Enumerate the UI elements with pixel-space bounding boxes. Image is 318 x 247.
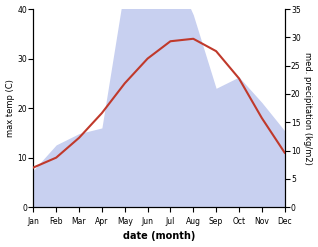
X-axis label: date (month): date (month)	[123, 231, 195, 242]
Y-axis label: max temp (C): max temp (C)	[5, 79, 15, 137]
Y-axis label: med. precipitation (kg/m2): med. precipitation (kg/m2)	[303, 52, 313, 165]
